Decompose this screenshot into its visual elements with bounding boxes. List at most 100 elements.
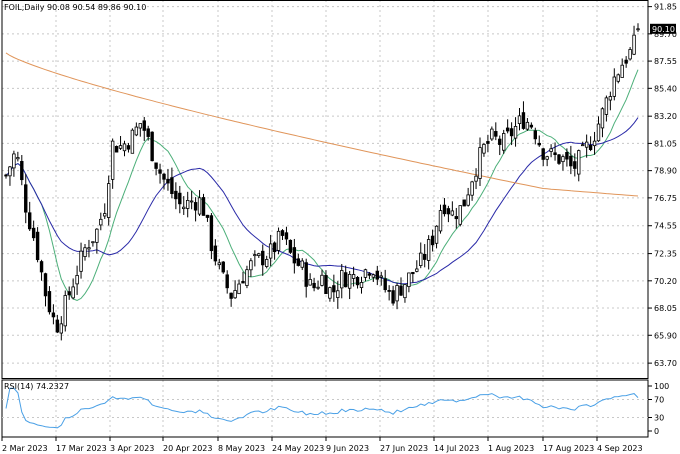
- candle-body: [355, 277, 360, 286]
- candle-body: [545, 156, 549, 160]
- candle-body: [87, 247, 91, 250]
- x-tick-label: 4 Sep 2023: [597, 444, 643, 453]
- candle-body: [375, 270, 379, 280]
- candle-body: [276, 230, 281, 251]
- candle-body: [12, 153, 16, 169]
- candle-body: [604, 97, 609, 115]
- candle-body: [462, 199, 466, 207]
- x-tick-label: 27 Jun 2023: [380, 444, 428, 453]
- candle-body: [189, 200, 194, 203]
- candle-body: [166, 178, 170, 184]
- candle-body: [411, 271, 415, 275]
- last-price-label: 90.10: [652, 25, 675, 34]
- candle-body: [174, 190, 178, 200]
- candle-body: [632, 34, 636, 55]
- candle-body: [454, 216, 458, 220]
- candle-body: [304, 262, 308, 287]
- candle-body: [292, 247, 297, 264]
- candle-body: [407, 272, 411, 288]
- candle-body: [482, 144, 486, 154]
- candle-body: [359, 282, 364, 288]
- candle-body: [561, 156, 565, 163]
- candle-body: [91, 241, 95, 244]
- candle-body: [446, 208, 451, 215]
- candle-body: [371, 274, 376, 278]
- candles: [4, 23, 640, 341]
- price-axis: 91.85 89.70 87.55 85.40 83.20 81.05 78.90 76.75…: [648, 3, 677, 368]
- candle-body: [245, 269, 249, 286]
- candle-body: [383, 278, 387, 291]
- candle-body: [213, 245, 218, 262]
- candle-body: [20, 161, 24, 181]
- candle-body: [59, 323, 63, 334]
- candle-body: [27, 212, 32, 230]
- candle-body: [209, 215, 214, 252]
- ma-slow-line: [5, 52, 639, 197]
- candle-body: [130, 129, 135, 154]
- y-tick-label: 89.70: [654, 30, 677, 39]
- candle-body: [296, 258, 300, 266]
- candle-body: [312, 282, 316, 289]
- candle-body: [162, 173, 166, 180]
- candle-body: [442, 204, 447, 215]
- candle-body: [264, 259, 269, 267]
- candle-body: [75, 275, 79, 285]
- price-panel-frame: [1, 0, 649, 379]
- candle-body: [450, 210, 455, 216]
- candle-body: [146, 128, 150, 137]
- candle-body: [253, 254, 257, 257]
- candle-body: [596, 123, 601, 142]
- candle-body: [114, 145, 119, 153]
- candle-body: [403, 284, 407, 299]
- candle-body: [517, 115, 522, 124]
- candle-body: [193, 202, 198, 211]
- y-tick-label: 83.20: [654, 112, 677, 121]
- candle-body: [422, 253, 427, 260]
- candle-body: [261, 250, 265, 266]
- x-tick-label: 14 Jul 2023: [434, 444, 479, 453]
- candle-body: [553, 152, 557, 156]
- rsi-line: [5, 387, 639, 429]
- candle-body: [229, 292, 233, 299]
- candle-body: [541, 148, 545, 160]
- candle-body: [284, 232, 289, 240]
- candle-body: [565, 152, 569, 160]
- candle-body: [351, 274, 356, 279]
- candle-body: [300, 260, 304, 268]
- candle-body: [268, 243, 273, 259]
- candle-body: [67, 291, 71, 296]
- y-tick-label: 76.75: [654, 194, 677, 203]
- time-axis: 2 Mar 2023 17 Mar 2023 3 Apr 2023 20 Apr 20…: [1, 437, 643, 453]
- candle-body: [24, 184, 28, 213]
- candle-body: [205, 214, 210, 218]
- candle-body: [158, 169, 162, 174]
- candle-body: [31, 227, 36, 239]
- candle-body: [138, 123, 142, 129]
- candle-body: [513, 126, 518, 139]
- candle-body: [308, 279, 312, 286]
- candle-body: [490, 128, 494, 140]
- candle-body: [233, 290, 237, 299]
- candle-body: [280, 230, 285, 236]
- candle-body: [43, 273, 48, 297]
- y-tick-label: 85.40: [654, 84, 677, 93]
- candle-body: [501, 133, 506, 151]
- candle-body: [494, 131, 498, 137]
- candle-body: [616, 74, 620, 82]
- candle-body: [328, 287, 332, 299]
- candle-body: [529, 124, 534, 128]
- candle-body: [99, 218, 103, 226]
- candle-body: [581, 144, 585, 147]
- candle-body: [533, 130, 537, 140]
- rsi-panel: 100 70 30 0: [2, 382, 669, 436]
- candle-body: [525, 121, 530, 130]
- candle-body: [197, 197, 202, 215]
- candle-body: [509, 128, 514, 137]
- candle-body: [399, 285, 403, 296]
- candle-body: [367, 273, 372, 276]
- candle-body: [415, 268, 419, 272]
- candle-body: [8, 166, 12, 177]
- x-tick-label: 17 Mar 2023: [56, 444, 107, 453]
- candle-body: [4, 174, 8, 177]
